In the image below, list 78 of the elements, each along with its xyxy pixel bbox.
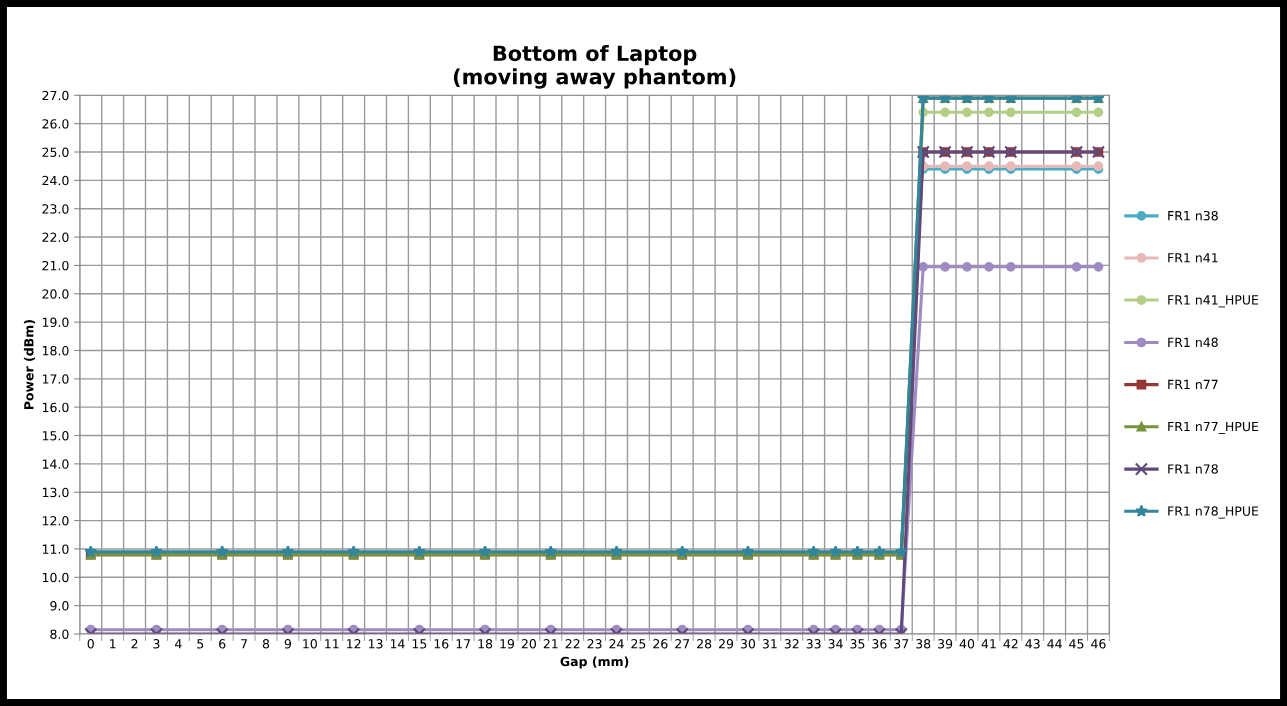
x-tick-label: 16 [434,639,449,649]
x-tick-label: 11 [325,639,339,649]
x-tick-label: 22 [565,639,580,649]
x-tick-label: 26 [653,639,668,649]
x-tick-label: 13 [368,639,383,649]
x-tick-label: 32 [784,639,799,649]
x-tick-label: 20 [521,639,536,649]
x-tick-label: 7 [241,639,247,649]
y-tick-label: 9.0 [50,601,69,611]
x-tick-label: 34 [828,639,843,649]
y-tick-label: 21.0 [42,260,69,271]
y-tick-label: 23.0 [42,204,69,214]
x-tick-label: 45 [1069,639,1084,649]
x-tick-label: 36 [872,639,887,649]
x-tick-label: 2 [131,639,138,649]
y-tick-label: 18.0 [42,345,69,356]
y-tick-label: 22.0 [42,232,69,242]
legend-label: FR1 n78_HPUE [1168,506,1259,519]
x-tick-label: 40 [959,639,975,649]
y-tick-label: 13.0 [42,487,69,498]
y-tick-label: 20.0 [42,289,69,299]
y-tick-label: 24.0 [42,175,69,186]
x-tick-label: 5 [197,639,204,649]
y-tick-label: 19.0 [42,317,69,328]
chart-title: Bottom of Laptop (moving away phantom) [453,45,736,89]
x-tick-label: 35 [850,639,865,649]
y-tick-label: 27.0 [42,90,69,101]
x-tick-label: 46 [1091,639,1106,649]
x-tick-label: 8 [262,639,270,649]
x-tick-label: 25 [631,639,646,649]
y-tick-label: 16.0 [42,402,69,413]
x-axis-title: Gap (mm) [560,656,629,669]
x-tick-label: 3 [153,639,160,649]
y-tick-label: 15.0 [42,431,69,441]
legend-label: FR1 n48 [1168,337,1218,348]
x-tick-label: 24 [609,639,624,649]
x-tick-label: 30 [740,639,756,649]
x-tick-label: 18 [478,639,493,649]
y-tick-label: 8.0 [50,629,69,639]
legend-label: FR1 n41 [1168,253,1218,263]
x-tick-label: 9 [284,639,291,649]
x-tick-label: 21 [543,639,558,649]
x-tick-label: 43 [1025,639,1040,649]
x-tick-label: 29 [719,639,734,649]
x-tick-label: 39 [938,639,953,649]
x-tick-label: 4 [175,639,182,649]
x-tick-label: 15 [412,639,427,649]
x-tick-label: 42 [1003,639,1018,649]
y-tick-label: 26.0 [42,119,69,129]
x-tick-label: 33 [806,639,821,649]
y-tick-label: 12.0 [42,516,69,526]
x-tick-label: 37 [894,639,909,649]
y-tick-label: 10.0 [42,572,69,583]
x-tick-label: 19 [500,639,515,649]
x-tick-label: 31 [762,639,777,649]
legend-label: FR1 n41_HPUE [1168,295,1259,308]
legend-label: FR1 n77 [1168,379,1218,389]
legend-label: FR1 n77_HPUE [1168,421,1259,435]
x-tick-label: 27 [675,639,690,649]
x-tick-label: 12 [347,639,361,649]
x-tick-label: 6 [219,639,226,649]
x-tick-label: 41 [981,639,996,649]
x-tick-label: 10 [303,639,317,649]
y-tick-label: 17.0 [42,374,69,384]
x-tick-label: 0 [87,639,94,649]
y-axis-title: Power (dBm) [23,320,36,410]
x-tick-label: 1 [110,639,116,649]
y-tick-label: 11.0 [42,544,69,554]
x-tick-label: 44 [1047,639,1062,649]
x-tick-label: 17 [456,639,471,649]
x-tick-label: 23 [587,639,602,649]
y-tick-label: 25.0 [42,147,69,157]
x-tick-label: 28 [697,639,712,649]
x-tick-label: 38 [916,639,931,649]
legend-label: FR1 n38 [1168,210,1218,221]
y-tick-label: 14.0 [42,459,69,469]
legend-label: FR1 n78 [1168,464,1218,474]
x-tick-label: 14 [390,639,405,649]
